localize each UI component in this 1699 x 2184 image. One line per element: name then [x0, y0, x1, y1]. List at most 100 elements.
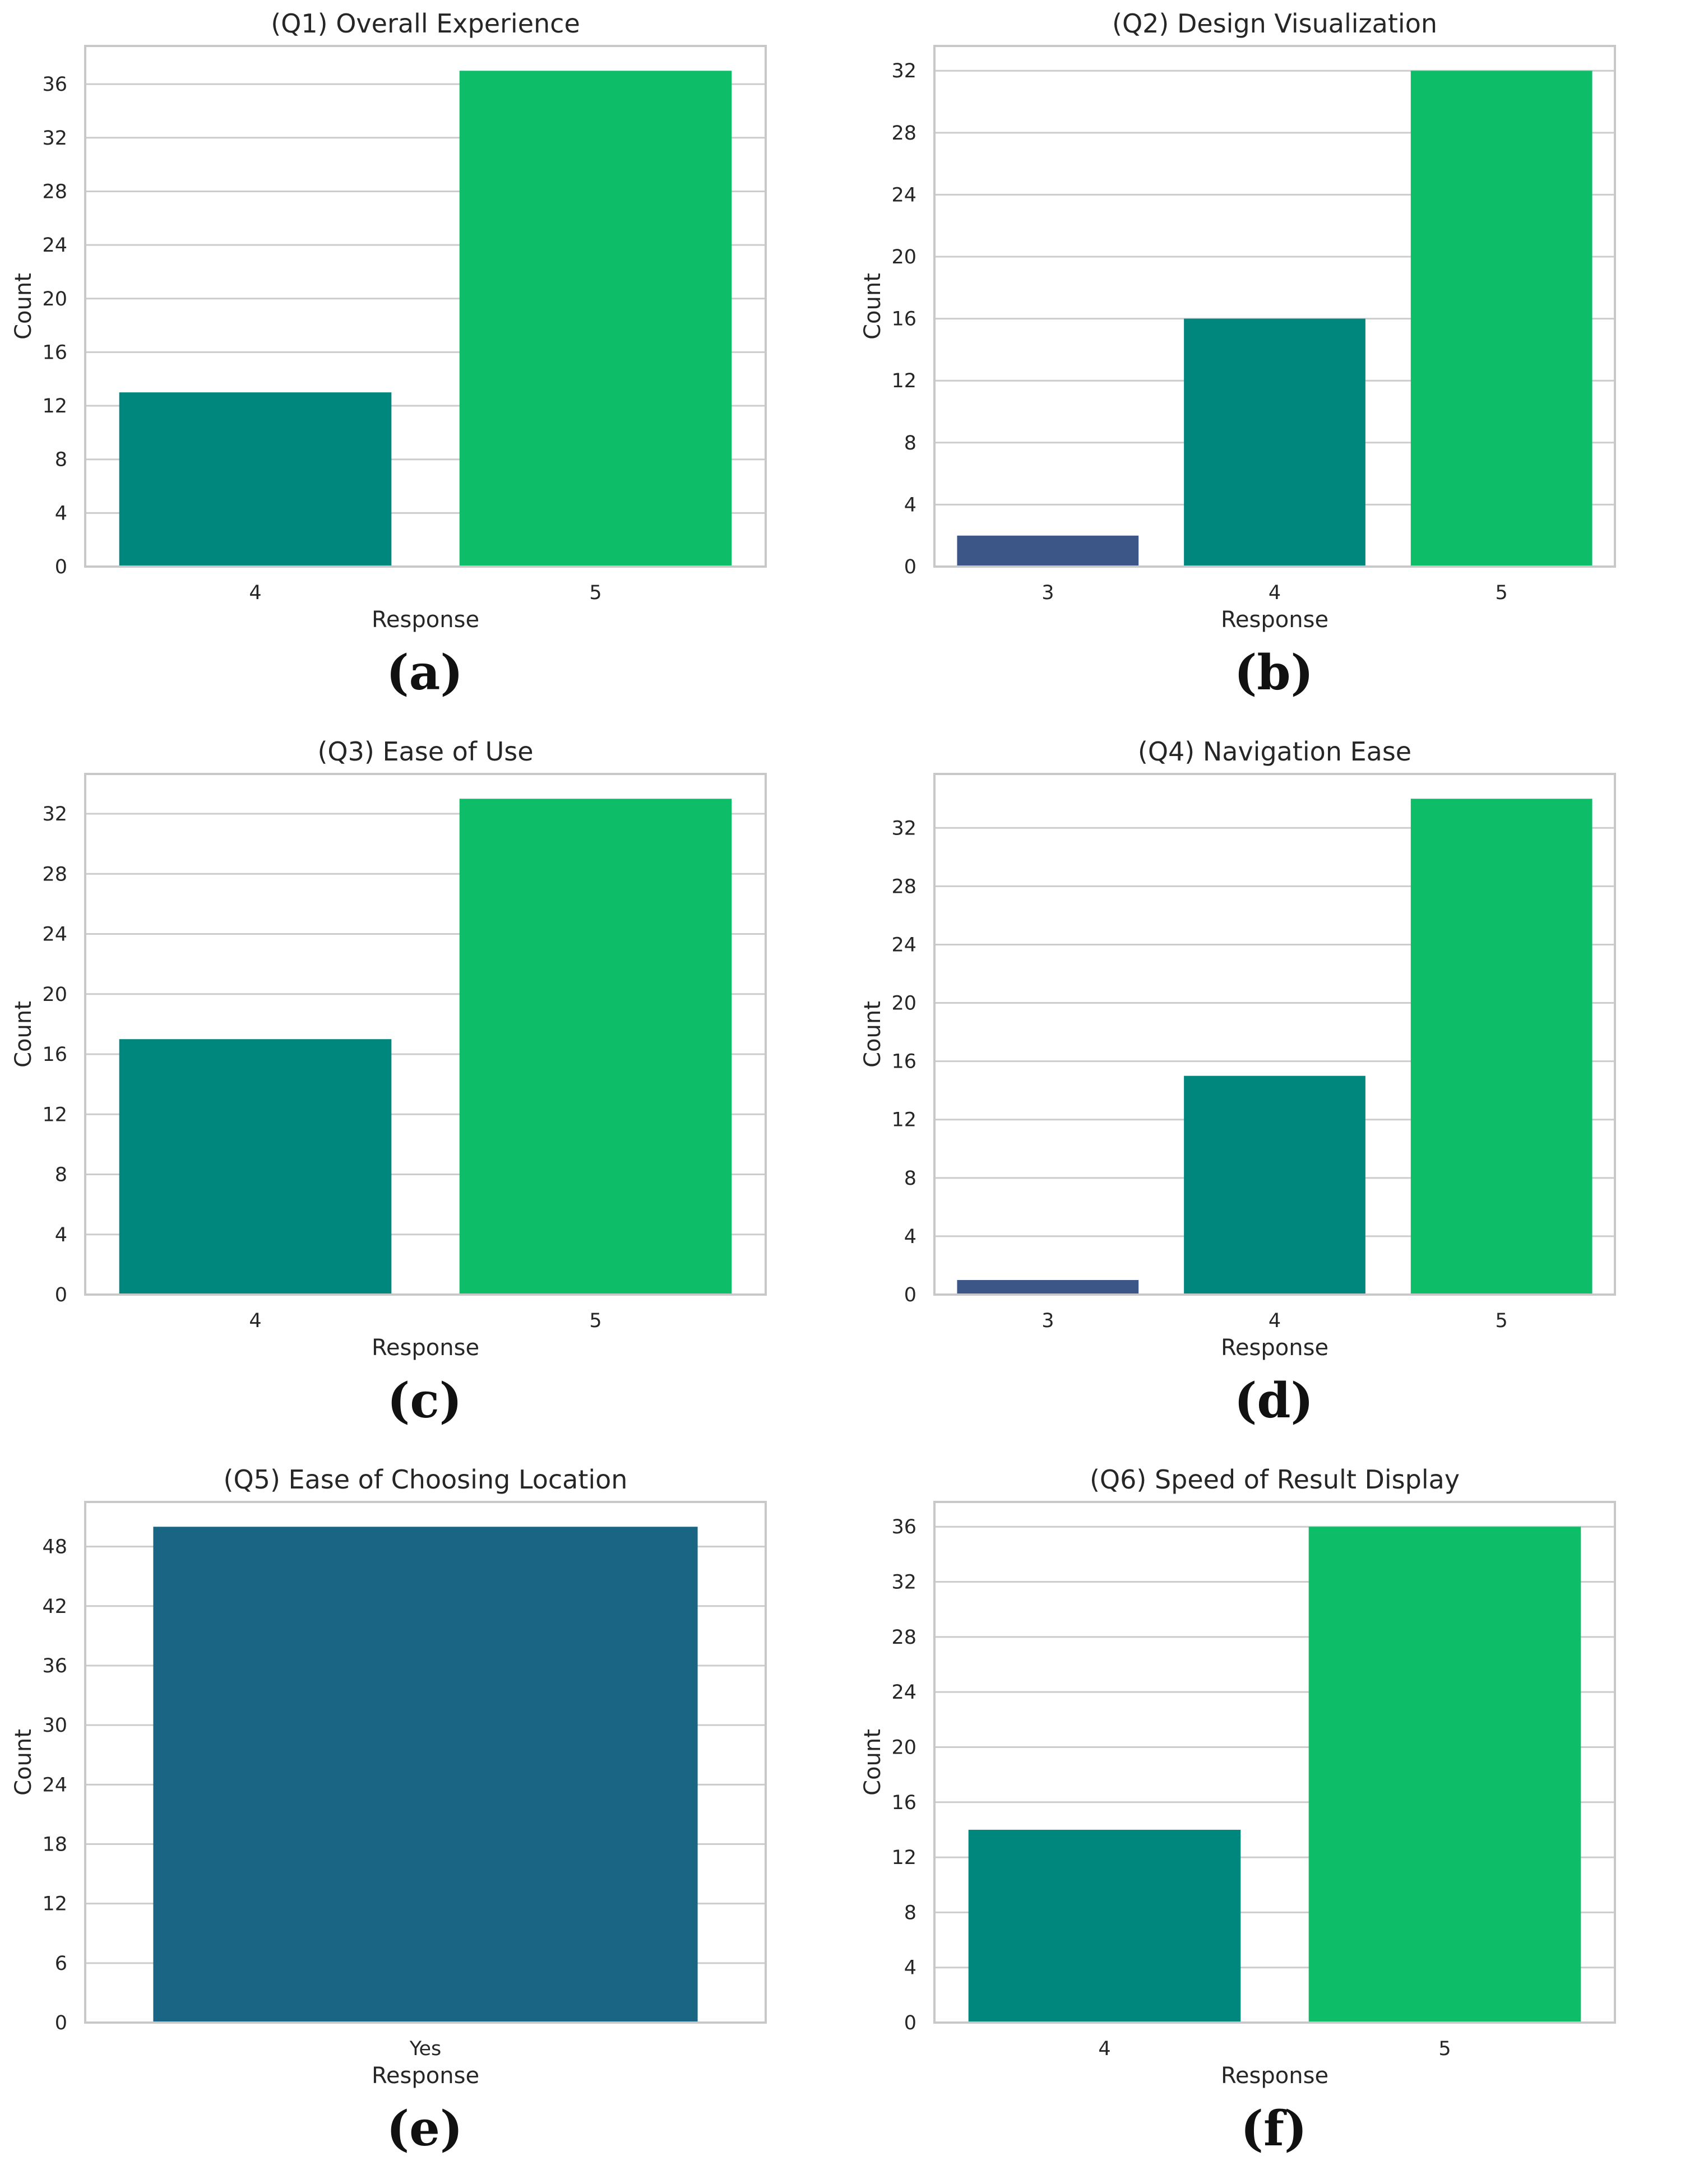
panel-f: (Q6) Speed of Result Display 0 4 8 12 16 20 24 2… — [849, 1456, 1698, 2184]
y-tick-label-a-1: 4 — [55, 502, 67, 525]
y-tick-label-f-9: 36 — [891, 1516, 916, 1538]
chart-title-a: (Q1) Overall Experience — [271, 8, 580, 39]
y-tick-label-e-4: 24 — [42, 1774, 67, 1796]
panel-label-f: (f) — [1240, 2100, 1307, 2157]
y-tick-label-c-5: 20 — [42, 984, 67, 1006]
y-tick-label-d-4: 16 — [891, 1051, 916, 1073]
bar-b-4 — [1184, 318, 1365, 567]
bar-b-3 — [957, 535, 1139, 567]
x-tick-label-d-2: 5 — [1496, 1310, 1508, 1332]
bar-d-4 — [1184, 1075, 1365, 1295]
chart-title-f: (Q6) Speed of Result Display — [1090, 1464, 1460, 1495]
y-tick-label-e-5: 30 — [42, 1714, 67, 1737]
y-tick-label-b-7: 28 — [891, 122, 916, 145]
chart-title-e: (Q5) Ease of Choosing Location — [224, 1464, 628, 1495]
y-tick-label-e-0: 0 — [55, 2012, 67, 2034]
y-tick-label-b-1: 4 — [904, 494, 916, 516]
bar-b-5 — [1410, 71, 1592, 567]
y-tick-label-f-2: 8 — [904, 1902, 916, 1924]
panel-c: (Q3) Ease of Use 0 4 8 12 16 20 24 28 32 4 5 Respons… — [0, 728, 849, 1456]
y-tick-label-e-3: 18 — [42, 1833, 67, 1856]
y-tick-label-b-8: 32 — [891, 60, 916, 82]
chart-title-d: (Q4) Navigation Ease — [1138, 736, 1411, 767]
y-axis-label-e: Count — [11, 1729, 36, 1796]
chart-title-b: (Q2) Design Visualization — [1112, 8, 1437, 39]
y-tick-label-a-6: 24 — [42, 234, 67, 257]
y-tick-label-e-6: 36 — [42, 1655, 67, 1677]
y-tick-label-c-0: 0 — [55, 1284, 67, 1306]
x-tick-label-e-0: Yes — [409, 2038, 442, 2060]
x-tick-label-d-0: 3 — [1041, 1310, 1054, 1332]
panel-label-b: (b) — [1234, 644, 1314, 701]
y-tick-label-a-5: 20 — [42, 288, 67, 310]
panel-label-e: (e) — [386, 2100, 463, 2157]
y-tick-label-d-2: 8 — [904, 1167, 916, 1190]
bar-f-5 — [1308, 1527, 1581, 2023]
y-tick-label-d-6: 24 — [891, 934, 916, 956]
bar-a-5 — [459, 71, 732, 567]
panel-e: (Q5) Ease of Choosing Location 0 6 12 18 24 30… — [0, 1456, 849, 2184]
y-tick-label-b-6: 24 — [891, 184, 916, 206]
chart-title-c: (Q3) Ease of Use — [317, 736, 533, 767]
bar-c-4 — [119, 1039, 392, 1295]
x-axis-label-a: Response — [372, 607, 479, 633]
y-tick-label-f-3: 12 — [891, 1847, 916, 1869]
bar-d-5 — [1410, 799, 1592, 1295]
y-tick-label-d-3: 12 — [891, 1109, 916, 1132]
y-tick-label-f-4: 16 — [891, 1792, 916, 1814]
y-tick-label-c-2: 8 — [55, 1164, 67, 1186]
x-tick-label-b-0: 3 — [1041, 582, 1054, 604]
y-tick-label-f-6: 24 — [891, 1681, 916, 1704]
y-tick-label-d-1: 4 — [904, 1226, 916, 1248]
y-tick-label-a-4: 16 — [42, 341, 67, 364]
chart-svg-e: (Q5) Ease of Choosing Location 0 6 12 18 24 30… — [11, 1464, 767, 2089]
x-axis-label-e: Response — [372, 2063, 479, 2089]
bar-d-3 — [957, 1279, 1139, 1295]
plot-frame-b — [933, 45, 1616, 568]
y-tick-label-e-2: 12 — [42, 1893, 67, 1916]
x-tick-label-f-0: 4 — [1098, 2038, 1110, 2060]
plot-frame-f — [933, 1501, 1616, 2024]
panel-b: (Q2) Design Visualization 0 4 8 12 16 20 24 28 32… — [849, 0, 1698, 728]
y-tick-label-d-7: 28 — [891, 875, 916, 898]
y-tick-label-a-0: 0 — [55, 556, 67, 578]
panel-label-d: (d) — [1234, 1372, 1314, 1429]
y-axis-label-f: Count — [860, 1729, 886, 1796]
x-axis-label-d: Response — [1221, 1335, 1328, 1361]
x-axis-label-c: Response — [372, 1335, 479, 1361]
panel-label-a: (a) — [386, 644, 464, 701]
x-tick-label-c-1: 5 — [589, 1310, 601, 1332]
chart-svg-a: (Q1) Overall Experience 0 4 8 12 16 20 24 28 32 36… — [11, 8, 767, 633]
x-tick-label-d-1: 4 — [1269, 1310, 1281, 1332]
y-tick-label-f-5: 20 — [891, 1736, 916, 1759]
plot-frame-c — [84, 773, 767, 1296]
chart-svg-d: (Q4) Navigation Ease 0 4 8 12 16 20 24 28 32 3 4 5 Re… — [860, 736, 1616, 1361]
y-tick-label-d-5: 20 — [891, 993, 916, 1015]
x-axis-label-b: Response — [1221, 607, 1328, 633]
y-tick-label-d-8: 32 — [891, 817, 916, 840]
y-tick-label-d-0: 0 — [904, 1284, 916, 1306]
y-tick-label-c-6: 24 — [42, 924, 67, 946]
y-tick-label-b-2: 8 — [904, 432, 916, 455]
panel-d: (Q4) Navigation Ease 0 4 8 12 16 20 24 28 32 3 4 5 Re… — [849, 728, 1698, 1456]
y-tick-label-f-7: 28 — [891, 1626, 916, 1649]
bar-a-4 — [119, 392, 392, 567]
bar-e-Yes — [153, 1527, 698, 2023]
y-tick-label-e-7: 42 — [42, 1596, 67, 1618]
y-tick-label-a-2: 8 — [55, 449, 67, 471]
y-axis-label-b: Count — [860, 273, 886, 340]
plot-frame-a — [84, 45, 767, 568]
x-tick-label-f-1: 5 — [1438, 2038, 1451, 2060]
plot-frame-d — [933, 773, 1616, 1296]
y-axis-label-d: Count — [860, 1001, 886, 1068]
x-axis-label-f: Response — [1221, 2063, 1328, 2089]
y-tick-label-a-8: 32 — [42, 127, 67, 150]
y-tick-label-b-4: 16 — [891, 308, 916, 331]
x-tick-label-a-1: 5 — [589, 582, 601, 604]
x-tick-label-b-2: 5 — [1496, 582, 1508, 604]
y-tick-label-f-8: 32 — [891, 1571, 916, 1594]
y-tick-label-c-4: 16 — [42, 1044, 67, 1066]
y-tick-label-a-3: 12 — [42, 395, 67, 418]
y-tick-label-a-7: 28 — [42, 180, 67, 203]
y-tick-label-e-1: 6 — [55, 1953, 67, 1975]
